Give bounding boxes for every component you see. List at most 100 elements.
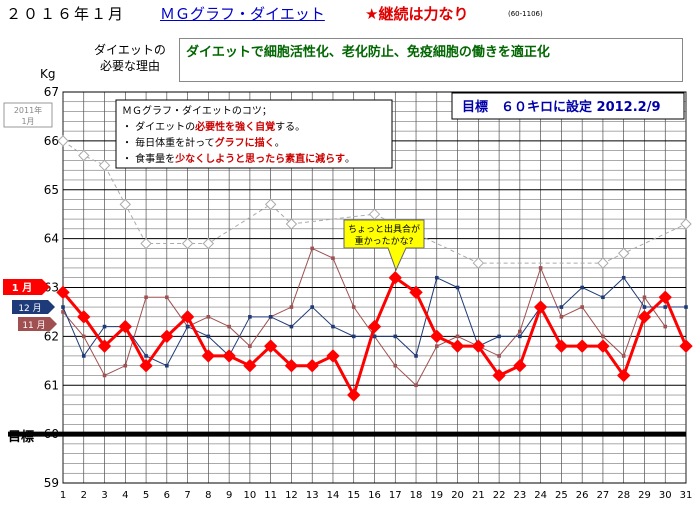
x-tick-label: 19	[430, 490, 443, 501]
tips-line1-b: 必要性を強く自覚	[194, 120, 275, 133]
series-nov-point	[622, 354, 626, 358]
series-dec-point	[643, 305, 647, 309]
series-dec-point	[560, 305, 564, 309]
series-dec-point	[186, 325, 190, 329]
series-nov-point	[165, 295, 169, 299]
x-tick-label: 29	[638, 490, 651, 501]
x-tick-label: 24	[534, 490, 547, 501]
x-tick-label: 8	[205, 490, 211, 501]
x-tick-label: 17	[389, 490, 402, 501]
legend-prev-year-line2: 1月	[21, 117, 34, 126]
y-tick-label: 61	[44, 378, 59, 392]
series-nov-point	[601, 335, 605, 339]
series-nov-point	[497, 354, 501, 358]
series-dec-point	[290, 325, 294, 329]
tips-line3-c: 。	[345, 154, 355, 165]
tips-box: ＭＧグラフ・ダイエットのコツ； ・ ダイエットの必要性を強く自覚する。 ・ 毎日…	[116, 100, 392, 168]
series-dec-point	[165, 364, 169, 368]
series-dec-point	[331, 325, 335, 329]
x-tick-labels: 1234567891011121314151617181920212223242…	[60, 490, 693, 501]
legend-prev-year-line1: 2011年	[14, 105, 42, 115]
tips-line3: ・ 食事量を少なくしようと思ったら素直に減らす。	[122, 152, 355, 165]
series-nov-point	[414, 383, 418, 387]
tips-line1-a: ・ ダイエットの	[122, 120, 195, 133]
legend-nov-label: 11 月	[22, 320, 45, 331]
callout-line1: ちょっと出具合が	[348, 223, 420, 235]
series-nov-point	[248, 344, 252, 348]
series-dec-point	[435, 276, 439, 280]
series-dec-point	[248, 315, 252, 319]
series-dec-point	[684, 305, 688, 309]
legend-dec: 12 月	[12, 300, 55, 314]
tips-line2: ・ 毎日体重を計ってグラフに描く。	[122, 136, 285, 149]
tips-line3-b: 少なくしようと思ったら素直に減らす	[174, 152, 345, 165]
legend-jan-label: 1 月	[12, 282, 32, 294]
x-tick-label: 20	[451, 490, 464, 501]
series-dec-point	[103, 325, 107, 329]
series-nov-point	[663, 325, 667, 329]
series-nov-point	[82, 335, 86, 339]
x-tick-label: 4	[122, 490, 128, 501]
series-dec-point	[580, 286, 584, 290]
series-dec-point	[269, 315, 273, 319]
tips-line1-c: する。	[275, 121, 305, 133]
x-tick-label: 28	[617, 490, 630, 501]
x-tick-label: 26	[576, 490, 589, 501]
y-tick-label: 59	[44, 476, 59, 490]
callout-line2: 重かったかな?	[355, 235, 414, 247]
legend-nov: 11 月	[18, 317, 57, 331]
x-tick-label: 10	[244, 490, 257, 501]
series-nov-point	[518, 330, 522, 334]
series-dec-point	[456, 286, 460, 290]
x-tick-label: 25	[555, 490, 568, 501]
x-tick-label: 31	[680, 490, 693, 501]
series-nov-point	[393, 364, 397, 368]
series-nov-point	[331, 256, 335, 260]
tips-line1: ・ ダイエットの必要性を強く自覚する。	[122, 120, 305, 133]
series-nov-point	[456, 335, 460, 339]
series-nov-point	[643, 295, 647, 299]
y-tick-label: 65	[44, 183, 59, 197]
series-dec-point	[497, 335, 501, 339]
x-tick-label: 7	[184, 490, 190, 501]
series-dec-point	[414, 354, 418, 358]
series-dec-point	[144, 354, 148, 358]
x-tick-label: 6	[164, 490, 170, 501]
x-tick-label: 27	[597, 490, 610, 501]
series-nov-point	[124, 364, 128, 368]
series-nov-point	[435, 344, 439, 348]
x-tick-label: 15	[347, 490, 360, 501]
series-dec-point	[601, 295, 605, 299]
x-tick-label: 2	[81, 490, 87, 501]
series-dec-point	[310, 305, 314, 309]
tips-line3-a: ・ 食事量を	[122, 152, 175, 165]
tips-title: ＭＧグラフ・ダイエットのコツ；	[122, 104, 272, 117]
x-tick-label: 12	[285, 490, 298, 501]
y-tick-label: 66	[44, 134, 59, 148]
x-tick-label: 23	[513, 490, 526, 501]
series-nov-point	[227, 325, 231, 329]
series-nov-point	[144, 295, 148, 299]
x-tick-label: 30	[659, 490, 672, 501]
x-tick-label: 3	[101, 490, 107, 501]
series-dec-point	[518, 335, 522, 339]
y-tick-label: 60	[44, 427, 59, 441]
series-dec-point	[622, 276, 626, 280]
y-tick-label: 62	[44, 329, 59, 343]
series-nov-point	[310, 247, 314, 251]
series-dec-point	[663, 305, 667, 309]
x-tick-label: 16	[368, 490, 381, 501]
legend-prev-year: 2011年 1月	[4, 103, 52, 127]
x-tick-label: 14	[327, 490, 340, 501]
series-nov-point	[352, 305, 356, 309]
series-dec-point	[393, 335, 397, 339]
goal-box-text: 目標 ６０キロに設定 2012.2/9	[462, 99, 661, 115]
series-nov-point	[539, 266, 543, 270]
x-tick-label: 13	[306, 490, 319, 501]
series-dec-point	[82, 354, 86, 358]
legend-jan: 1 月	[3, 279, 50, 295]
series-nov-point	[560, 315, 564, 319]
series-dec-point	[61, 305, 65, 309]
y-tick-label: 64	[44, 232, 59, 246]
